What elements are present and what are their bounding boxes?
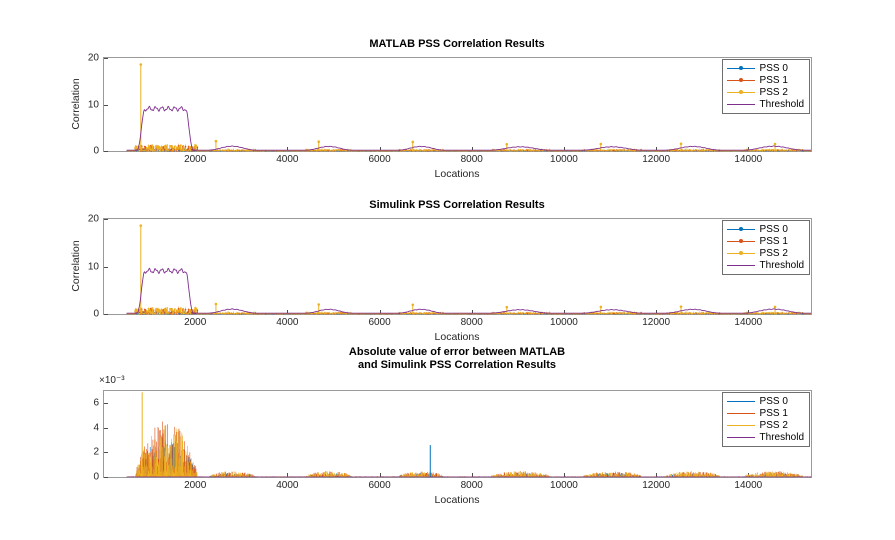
legend-marker-dot xyxy=(738,239,743,243)
legend-marker-dot xyxy=(738,66,743,70)
x-tick-label: 8000 xyxy=(460,480,483,491)
legend-entry: PSS 2 xyxy=(726,420,804,431)
chart2-plot-area xyxy=(103,218,812,315)
legend-label: PSS 0 xyxy=(759,63,788,74)
legend: PSS 0 PSS 1 PSS 2 Threshold xyxy=(721,59,810,114)
x-tick-label: 4000 xyxy=(276,480,299,491)
legend-label: PSS 1 xyxy=(759,408,788,419)
y-tick-label: 6 xyxy=(93,397,99,409)
x-tick-label: 4000 xyxy=(276,154,299,165)
x-tick-label: 6000 xyxy=(368,480,391,491)
legend: PSS 0 PSS 1 PSS 2 Threshold xyxy=(721,220,810,275)
legend-line xyxy=(726,400,755,402)
x-tick-label: 8000 xyxy=(460,317,483,328)
legend-entry: Threshold xyxy=(726,260,804,271)
legend-line xyxy=(726,424,755,426)
legend-entry: PSS 2 xyxy=(726,248,804,259)
legend-line xyxy=(726,436,755,438)
y-tick-label: 4 xyxy=(93,422,99,434)
x-tick-label: 14000 xyxy=(734,480,763,491)
legend-entry: PSS 0 xyxy=(726,396,804,407)
y-tick-label: 0 xyxy=(93,308,99,320)
x-tick-label: 12000 xyxy=(642,154,671,165)
y-tick-label: 20 xyxy=(87,213,99,225)
legend-entry: Threshold xyxy=(726,432,804,443)
x-tick-label: 10000 xyxy=(550,154,578,165)
chart1-plot-area xyxy=(103,57,812,152)
y-tick-label: 2 xyxy=(93,446,99,458)
y-tick-label: 10 xyxy=(87,99,99,110)
chart1-title: MATLAB PSS Correlation Results xyxy=(369,38,545,50)
legend-entry: PSS 1 xyxy=(726,408,804,419)
legend-entry: PSS 0 xyxy=(726,63,804,74)
x-tick-label: 10000 xyxy=(550,480,578,491)
x-tick-label: 10000 xyxy=(550,317,578,328)
x-tick-label: 14000 xyxy=(734,317,763,328)
legend-marker-dot xyxy=(738,90,743,94)
y-tick-label: 0 xyxy=(93,471,99,483)
legend-label: PSS 0 xyxy=(759,224,788,235)
x-tick-label: 8000 xyxy=(460,154,483,165)
legend-label: PSS 1 xyxy=(759,236,788,247)
legend-label: PSS 2 xyxy=(759,248,788,259)
chart3-title-line2: and Simulink PSS Correlation Results xyxy=(357,359,557,371)
legend-label: Threshold xyxy=(759,432,804,443)
legend-line xyxy=(726,264,755,266)
x-tick-label: 12000 xyxy=(642,317,671,328)
chart2-ylabel: Correlation xyxy=(70,240,82,292)
chart2-title: Simulink PSS Correlation Results xyxy=(369,199,545,211)
y-tick-label: 10 xyxy=(87,261,99,272)
y-tick-label: 0 xyxy=(93,145,99,157)
legend-marker-dot xyxy=(738,251,743,255)
chart1-ylabel: Correlation xyxy=(70,78,82,130)
y-tick-label: 20 xyxy=(87,52,99,64)
legend: PSS 0 PSS 1 PSS 2 Threshold xyxy=(721,392,810,447)
legend-marker-dot xyxy=(738,78,743,82)
legend-entry: Threshold xyxy=(726,99,804,110)
x-tick-label: 2000 xyxy=(184,480,207,491)
x-tick-label: 6000 xyxy=(368,317,391,328)
legend-label: Threshold xyxy=(759,99,804,110)
x-tick-label: 14000 xyxy=(734,154,763,165)
legend-line xyxy=(726,103,755,105)
x-tick-label: 2000 xyxy=(184,154,207,165)
legend-label: PSS 1 xyxy=(759,75,788,86)
legend-marker-dot xyxy=(738,227,743,231)
chart3-y-axis-multiplier: ×10⁻³ xyxy=(99,375,125,386)
legend-entry: PSS 0 xyxy=(726,224,804,235)
legend-label: PSS 2 xyxy=(759,87,788,98)
legend-label: Threshold xyxy=(759,260,804,271)
chart3-title-line1: Absolute value of error between MATLAB xyxy=(348,346,566,358)
legend-entry: PSS 2 xyxy=(726,87,804,98)
legend-line xyxy=(726,412,755,414)
legend-label: PSS 0 xyxy=(759,396,788,407)
legend-entry: PSS 1 xyxy=(726,75,804,86)
x-tick-label: 12000 xyxy=(642,480,671,491)
x-tick-label: 2000 xyxy=(184,317,207,328)
legend-label: PSS 2 xyxy=(759,420,788,431)
x-tick-label: 6000 xyxy=(368,154,391,165)
chart2-xlabel: Locations xyxy=(434,331,480,343)
chart1-xlabel: Locations xyxy=(434,168,480,180)
legend-entry: PSS 1 xyxy=(726,236,804,247)
chart3-plot-area xyxy=(103,390,812,478)
chart3-xlabel: Locations xyxy=(434,494,480,506)
x-tick-label: 4000 xyxy=(276,317,299,328)
